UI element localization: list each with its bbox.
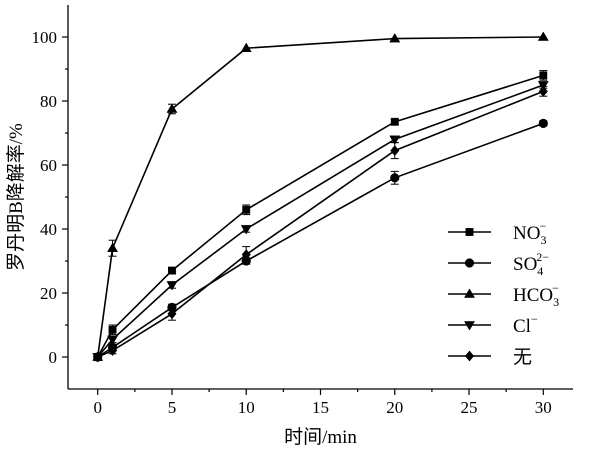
legend-marker xyxy=(465,228,474,236)
legend-entry: NO3− xyxy=(448,219,546,247)
x-tick-label: 15 xyxy=(312,398,329,417)
legend-label: Cl− xyxy=(513,312,538,337)
series-square xyxy=(93,70,548,361)
legend-label: HCO3− xyxy=(513,281,559,309)
legend-label: SO42− xyxy=(513,250,549,278)
series-layer xyxy=(92,31,549,363)
x-tick-label: 20 xyxy=(386,398,403,417)
legend: NO3− SO42− HCO3− Cl− 无 xyxy=(448,219,559,368)
legend-marker xyxy=(464,288,475,298)
y-axis-title: 罗丹明B降解率/% xyxy=(5,123,27,271)
data-point xyxy=(167,308,177,320)
data-point xyxy=(538,85,548,97)
data-point xyxy=(537,81,549,91)
legend-entry: Cl− xyxy=(448,312,538,337)
x-tick-label: 5 xyxy=(168,398,177,417)
data-point xyxy=(538,118,548,129)
series-line xyxy=(96,36,544,358)
y-tick-label: 20 xyxy=(40,284,57,303)
data-point xyxy=(107,345,118,357)
y-tick-label: 100 xyxy=(32,28,58,47)
data-point xyxy=(93,351,103,363)
data-point xyxy=(107,335,119,345)
data-point xyxy=(241,249,251,261)
x-tick-label: 10 xyxy=(238,398,255,417)
y-axis: 0 20 40 60 80 100 xyxy=(32,28,68,367)
series-triangle-up xyxy=(92,31,549,361)
legend-entry: 无 xyxy=(448,347,532,368)
data-point xyxy=(108,325,117,334)
data-point xyxy=(242,205,251,214)
legend-marker xyxy=(464,321,475,331)
legend-entry: HCO3− xyxy=(448,281,559,309)
data-point xyxy=(390,145,400,157)
x-axis-title: 时间/min xyxy=(284,426,357,448)
y-tick-label: 0 xyxy=(49,348,58,367)
legend-label: NO3− xyxy=(513,219,546,247)
legend-marker xyxy=(464,350,475,362)
data-point xyxy=(537,31,549,41)
legend-label: 无 xyxy=(513,347,532,368)
x-tick-label: 30 xyxy=(535,398,552,417)
series-diamond xyxy=(93,85,548,363)
data-point xyxy=(168,266,176,275)
data-point xyxy=(390,173,400,183)
data-point xyxy=(240,42,252,52)
series-line xyxy=(97,90,544,358)
x-tick-label: 0 xyxy=(93,398,102,417)
legend-marker xyxy=(464,258,475,268)
legend-entry: SO42− xyxy=(448,250,549,278)
data-point xyxy=(166,103,178,113)
data-point xyxy=(240,225,252,235)
data-point xyxy=(390,117,399,126)
x-axis: 0 5 10 15 20 25 30 xyxy=(93,389,552,417)
y-tick-label: 80 xyxy=(40,92,57,111)
y-tick-label: 60 xyxy=(40,156,57,175)
data-point xyxy=(389,135,401,145)
data-point xyxy=(389,33,401,43)
data-point xyxy=(539,71,548,80)
x-tick-label: 25 xyxy=(461,398,478,417)
y-tick-label: 40 xyxy=(40,220,57,239)
data-point xyxy=(166,281,178,291)
data-point xyxy=(107,242,119,252)
series-line xyxy=(97,122,544,358)
